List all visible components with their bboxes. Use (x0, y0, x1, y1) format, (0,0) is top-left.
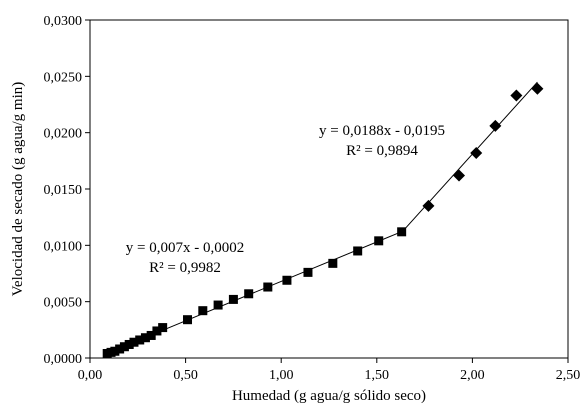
diamond-point (489, 119, 502, 132)
square-point (244, 289, 254, 299)
square-point (228, 294, 238, 304)
data-points (102, 82, 544, 358)
square-point (152, 326, 162, 336)
square-point (397, 227, 407, 237)
square-point (140, 333, 150, 343)
y-tick-label: 0,0050 (44, 296, 83, 311)
trendline-equation-high: y = 0,0188x - 0,0195 (319, 123, 445, 139)
square-point (263, 282, 273, 292)
square-point (129, 337, 139, 347)
square-point (110, 346, 120, 356)
square-point (119, 342, 129, 352)
diamond-point (531, 82, 544, 95)
square-point (146, 330, 156, 340)
x-axis: 0,00 0,50 1,00 1,50 2,00 2,50 (78, 358, 580, 383)
diamond-point (510, 89, 523, 102)
trendline-equation-low: y = 0,007x - 0,0002 (126, 240, 244, 256)
x-axis-title: Humedad (g agua/g sólido seco) (232, 388, 426, 404)
trendline-r2-low: R² = 0,9982 (149, 260, 221, 276)
square-point (328, 258, 338, 268)
diamond-point (470, 146, 483, 159)
x-tick-label: 1,50 (365, 368, 390, 383)
square-point (198, 306, 208, 316)
y-tick-label: 0,0300 (44, 14, 83, 29)
y-tick-label: 0,0000 (44, 352, 83, 367)
x-tick-label: 0,00 (78, 368, 103, 383)
square-point (374, 236, 384, 246)
square-point (158, 323, 168, 333)
square-point (124, 339, 134, 349)
square-point (353, 246, 363, 256)
x-tick-label: 2,00 (460, 368, 485, 383)
diamond-point (453, 169, 466, 182)
x-tick-label: 0,50 (173, 368, 198, 383)
y-axis-title: Velocidad de secado (g agua/g min) (10, 82, 26, 297)
square-point (282, 275, 292, 285)
y-axis: 0,0000 0,0050 0,0100 0,0150 0,0200 0,0250 0,03… (44, 14, 90, 367)
y-tick-label: 0,0200 (44, 127, 83, 142)
x-tick-label: 2,50 (556, 368, 580, 383)
square-point (135, 335, 145, 345)
square-point (213, 300, 223, 310)
y-tick-label: 0,0150 (44, 183, 83, 198)
diamond-point (422, 199, 435, 212)
x-tick-label: 1,00 (269, 368, 294, 383)
y-tick-label: 0,0250 (44, 70, 83, 85)
square-point (183, 315, 193, 325)
square-point (115, 344, 125, 354)
trendline-r2-high: R² = 0,9894 (346, 143, 418, 159)
plot-area (89, 19, 569, 359)
square-point (303, 267, 313, 277)
y-tick-label: 0,0100 (44, 239, 83, 254)
